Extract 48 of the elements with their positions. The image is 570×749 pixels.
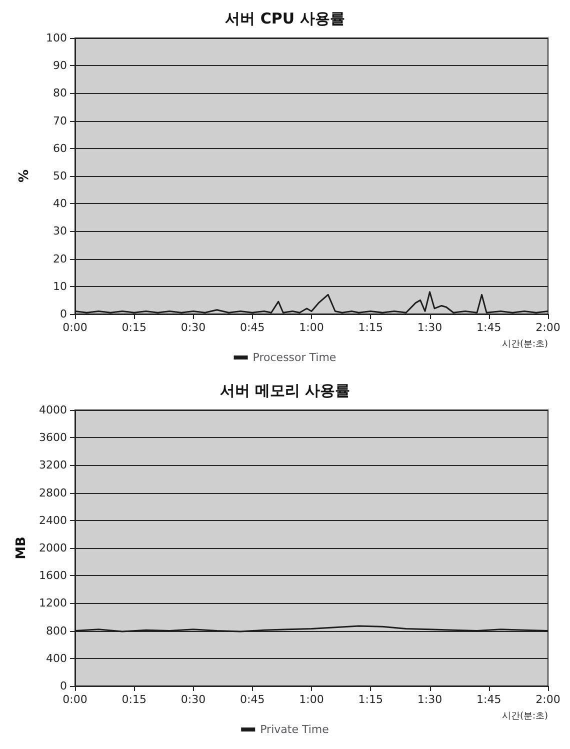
y-tick-label: 2400 — [39, 514, 67, 527]
chart-title: 서버 CPU 사용률 — [225, 10, 345, 28]
y-tick-label: 400 — [46, 652, 67, 665]
y-tick-label: 90 — [53, 59, 67, 72]
y-tick-label: 3200 — [39, 458, 67, 472]
x-tick-label: 0:30 — [180, 693, 206, 706]
y-tick-label: 70 — [53, 114, 67, 128]
x-tick-label: 1:00 — [299, 693, 324, 706]
y-tick-label: 2800 — [39, 486, 67, 500]
x-tick-label: 0:45 — [240, 321, 265, 334]
y-tick-label: 80 — [53, 86, 67, 100]
x-tick-label: 0:45 — [240, 693, 265, 706]
x-tick-label: 1:00 — [299, 321, 324, 334]
y-tick-label: 3600 — [39, 431, 67, 444]
x-axis-title: 시간(분:초) — [502, 340, 548, 350]
y-tick-label: 2000 — [39, 542, 67, 554]
y-tick-label: 1600 — [39, 569, 67, 582]
x-tick-label: 0:00 — [62, 693, 88, 706]
y-tick-label: 800 — [46, 624, 67, 638]
y-tick-label: 0 — [60, 308, 67, 320]
x-tick-label: 1:15 — [358, 321, 383, 334]
x-tick-label: 2:00 — [536, 693, 560, 706]
x-axis-title: 시간(분:초) — [502, 712, 548, 722]
y-tick-label: 4000 — [39, 404, 67, 416]
y-tick-label: 20 — [53, 252, 67, 266]
x-tick-label: 1:30 — [417, 321, 442, 334]
x-tick-label: 0:15 — [122, 693, 146, 706]
y-tick-label: 60 — [53, 142, 67, 155]
y-tick-label: 1200 — [39, 596, 67, 610]
x-tick-label: 0:15 — [122, 321, 146, 334]
y-axis-title: MB — [14, 536, 30, 560]
chart-title: 서버 메모리 사용률 — [220, 382, 350, 400]
x-tick-label: 2:00 — [536, 321, 560, 334]
x-tick-label: 0:00 — [62, 321, 88, 334]
x-tick-label: 0:30 — [180, 321, 206, 334]
x-tick-label: 1:30 — [417, 693, 442, 706]
x-tick-label: 1:15 — [358, 693, 383, 706]
y-tick-label: 50 — [53, 170, 67, 182]
x-tick-label: 1:45 — [476, 321, 502, 334]
x-tick-label: 1:45 — [476, 693, 502, 706]
y-axis-title: % — [17, 169, 32, 183]
y-tick-label: 40 — [53, 197, 67, 210]
y-tick-label: 10 — [53, 280, 67, 293]
y-tick-label: 30 — [53, 224, 67, 238]
legend-label: Processor Time — [252, 351, 336, 364]
y-tick-label: 0 — [60, 680, 67, 692]
y-tick-label: 100 — [46, 32, 67, 44]
legend-label: Private Time — [260, 723, 330, 736]
